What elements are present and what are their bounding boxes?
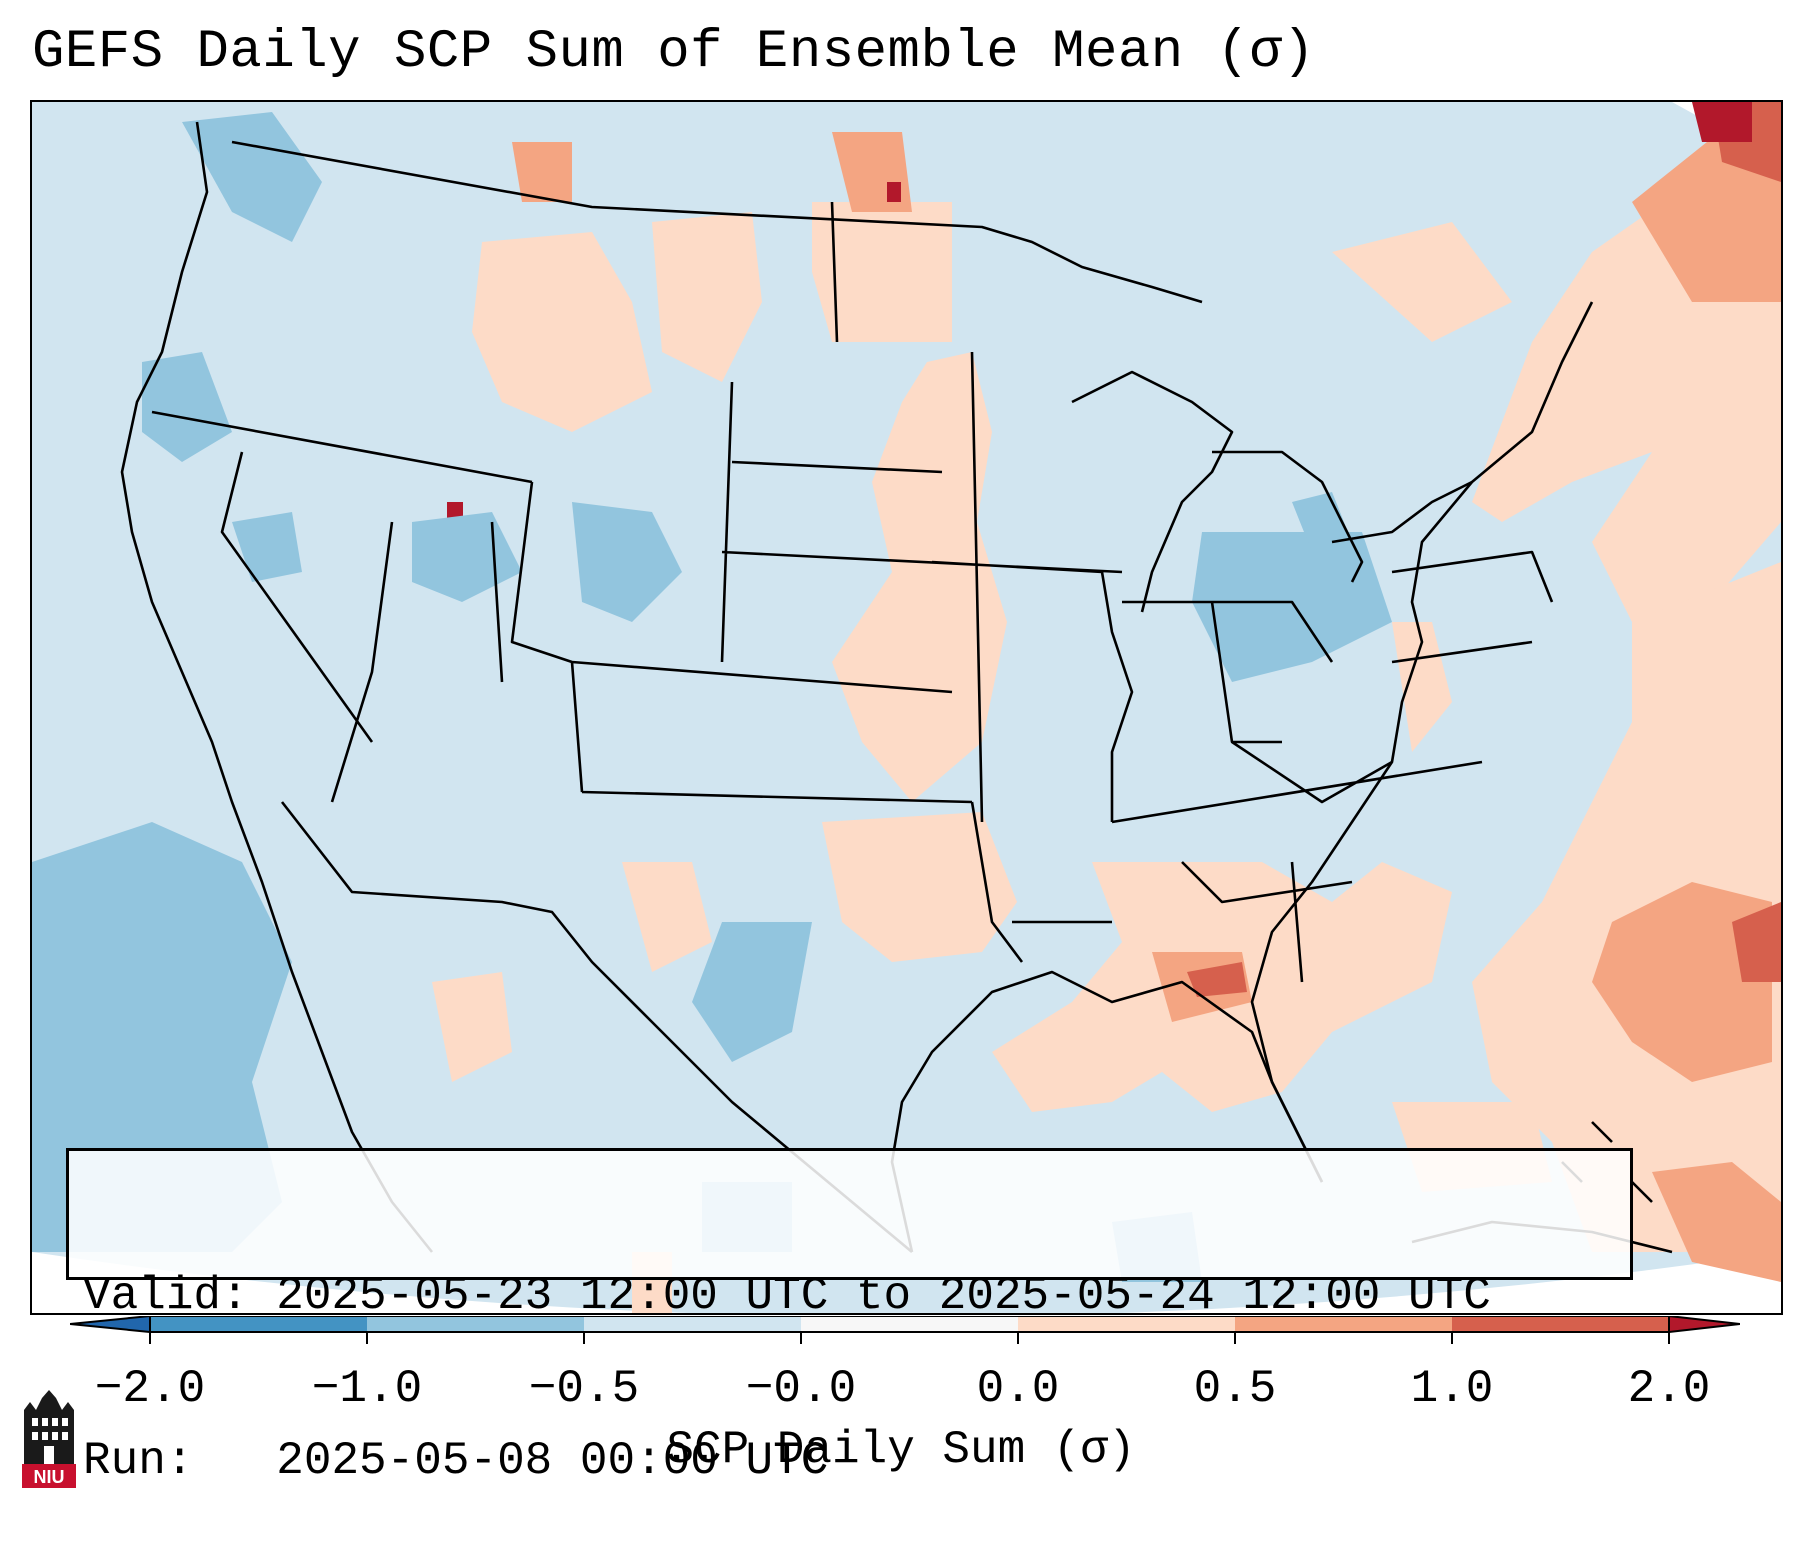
coastline-gulf [890, 970, 1324, 1253]
colorbar-outline [149, 1316, 1670, 1333]
colorbar-ticks [149, 1332, 1670, 1344]
colorbar-tick-label: 0.5 [1193, 1363, 1277, 1415]
coastline-west [120, 121, 434, 1253]
colorbar-extend-low [70, 1316, 151, 1334]
colorbar-bin-4 [801, 1316, 1018, 1332]
colorbar-tick-label: 2.0 [1627, 1363, 1711, 1415]
colorbar-bin-1 [150, 1316, 367, 1332]
colorbar-tick-label: −1.0 [311, 1363, 423, 1415]
run-time-line: Run: 2025-05-08 00:00 UTC [83, 1435, 829, 1487]
colorbar-tick-label: −2.0 [94, 1363, 206, 1415]
colorbar-tick-label: 0.0 [976, 1363, 1060, 1415]
great-lakes [1071, 370, 1473, 613]
border-canada-us [231, 140, 1203, 304]
validity-info-box: Valid: 2025-05-23 12:00 UTC to 2025-05-2… [66, 1148, 1633, 1487]
colorbar-tick-label: −0.0 [745, 1363, 857, 1415]
colorbar-axis-label: SCP Daily Sum (σ) [666, 1424, 1136, 1476]
anomaly-positive-light [432, 102, 1781, 1313]
projection-edge-bottom [32, 1252, 1781, 1313]
colorbar-tick-label: 1.0 [1410, 1363, 1494, 1415]
conus-map [32, 102, 1781, 1313]
colorbar-bin-7 [1452, 1316, 1669, 1332]
chart-title: GEFS Daily SCP Sum of Ensemble Mean (σ) [32, 22, 1316, 83]
colorbar-bin-6 [1235, 1316, 1452, 1332]
anomaly-positive-extreme [447, 102, 1752, 524]
niu-logo: NIU [22, 1390, 76, 1488]
colorbar-tick-label: −0.5 [528, 1363, 640, 1415]
colorbar-bin-3 [584, 1316, 801, 1332]
state-lines [151, 201, 1554, 983]
valid-time-line: Valid: 2025-05-23 12:00 UTC to 2025-05-2… [83, 1270, 1491, 1322]
colorbar [70, 1316, 1740, 1344]
colorbar-bin-2 [367, 1316, 584, 1332]
anomaly-positive-medium [512, 122, 1781, 1282]
coastline-east [1250, 301, 1594, 1183]
map-panel [30, 100, 1783, 1315]
colorbar-extend-high [1668, 1316, 1740, 1334]
colorbar-bin-5 [1018, 1316, 1235, 1332]
logo-wordmark: NIU [34, 1467, 65, 1487]
